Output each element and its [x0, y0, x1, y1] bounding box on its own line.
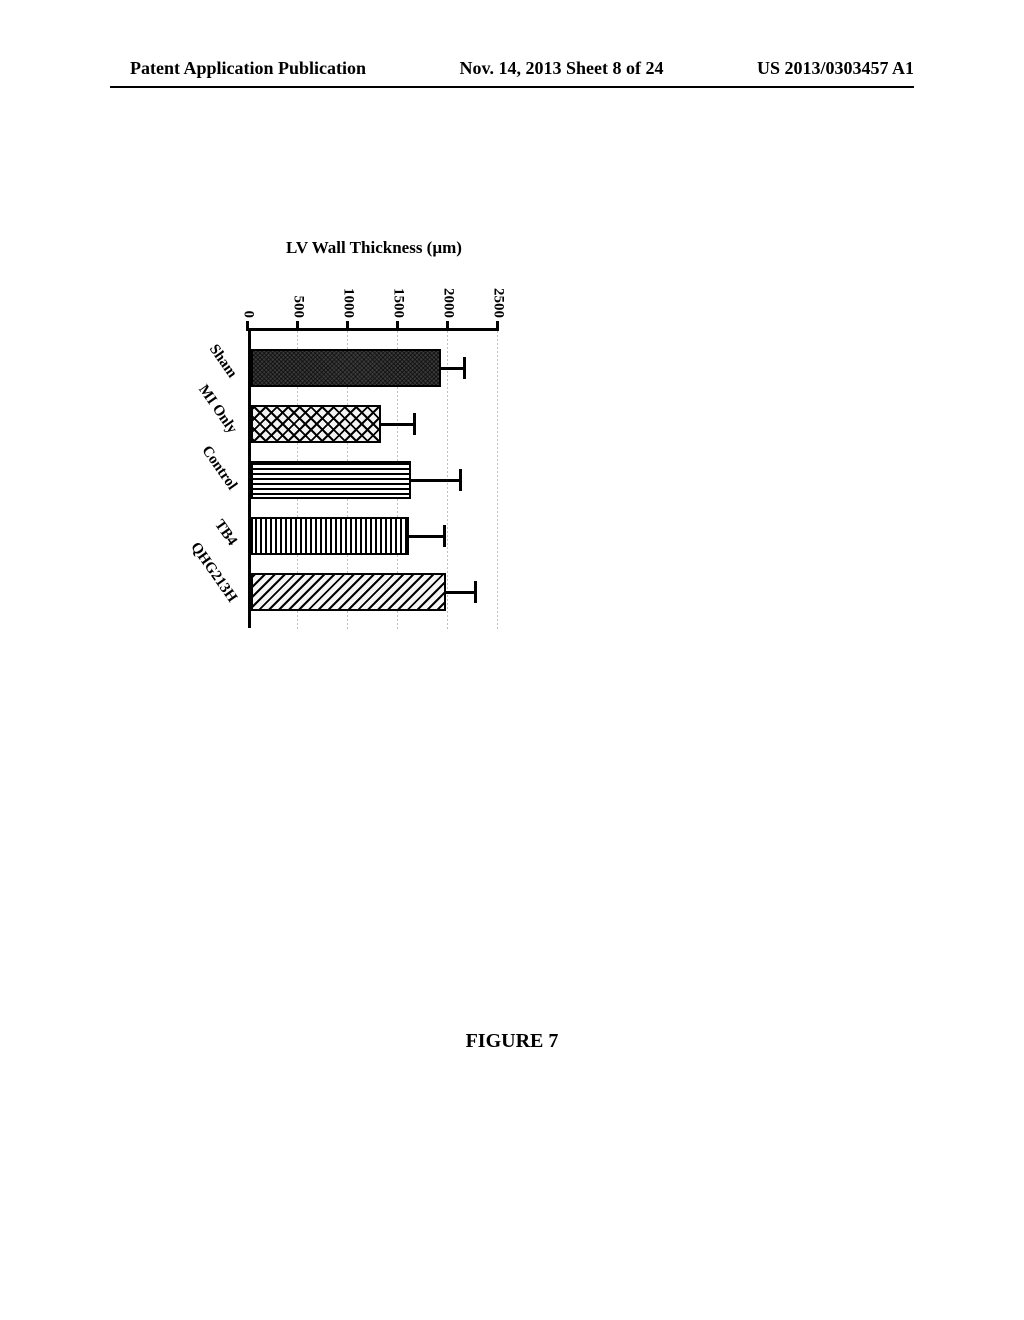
error-cap — [443, 525, 446, 547]
y-tick — [296, 321, 299, 331]
error-cap — [413, 413, 416, 435]
page-header: Patent Application Publication Nov. 14, … — [0, 58, 1024, 79]
error-stem — [441, 367, 463, 370]
x-tick-label: Control — [198, 443, 240, 493]
y-tick-label: 500 — [290, 268, 307, 318]
y-tick — [346, 321, 349, 331]
bar-group — [251, 405, 416, 443]
bar — [251, 405, 381, 443]
y-tick-label: 0 — [240, 268, 257, 318]
plot-area: 05001000150020002500ShamMI OnlyControlTB… — [248, 328, 498, 628]
bar — [251, 349, 441, 387]
y-tick — [496, 321, 499, 331]
bar-chart: LV Wall Thickness (µm) 05001000150020002… — [172, 250, 512, 670]
header-rule — [110, 86, 914, 88]
bar — [251, 573, 446, 611]
bar — [251, 517, 409, 555]
header-left: Patent Application Publication — [130, 58, 366, 79]
x-tick-label: TB4 — [210, 517, 240, 549]
grid-line — [497, 331, 498, 631]
error-cap — [474, 581, 477, 603]
x-tick-label: QHG213H — [186, 539, 240, 605]
error-stem — [411, 479, 459, 482]
y-tick-label: 1000 — [340, 268, 357, 318]
error-stem — [446, 591, 474, 594]
header-center: Nov. 14, 2013 Sheet 8 of 24 — [460, 58, 664, 79]
figure-caption: FIGURE 7 — [262, 1030, 762, 1053]
error-cap — [463, 357, 466, 379]
y-tick-label: 1500 — [390, 268, 407, 318]
bar-group — [251, 349, 466, 387]
bar-group — [251, 461, 462, 499]
y-axis-label: LV Wall Thickness (µm) — [286, 238, 462, 258]
x-tick-label: MI Only — [194, 382, 240, 437]
error-stem — [381, 423, 413, 426]
bar-group — [251, 573, 477, 611]
bar — [251, 461, 411, 499]
y-tick-label: 2000 — [440, 268, 457, 318]
x-tick-label: Sham — [205, 342, 240, 382]
y-tick — [446, 321, 449, 331]
y-tick-label: 2500 — [490, 268, 507, 318]
figure-area: LV Wall Thickness (µm) 05001000150020002… — [262, 340, 762, 980]
header-right: US 2013/0303457 A1 — [757, 58, 914, 79]
error-stem — [409, 535, 443, 538]
error-cap — [459, 469, 462, 491]
bar-group — [251, 517, 446, 555]
y-tick — [396, 321, 399, 331]
y-tick — [246, 321, 249, 331]
